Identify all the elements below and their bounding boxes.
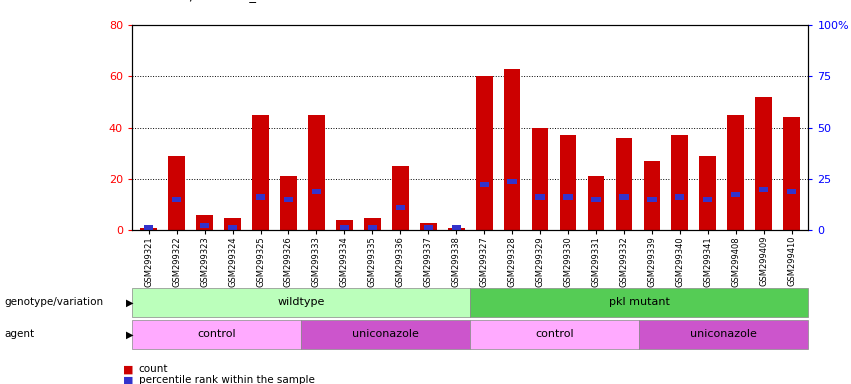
Bar	[424, 225, 433, 230]
Bar	[168, 156, 185, 230]
Bar	[284, 197, 293, 202]
Text: percentile rank within the sample: percentile rank within the sample	[139, 375, 315, 384]
Text: pkl mutant: pkl mutant	[608, 297, 670, 308]
Bar	[783, 118, 800, 230]
Bar	[172, 197, 181, 202]
Bar	[620, 194, 629, 200]
Bar	[615, 138, 632, 230]
Bar	[144, 225, 153, 230]
Bar	[368, 225, 377, 230]
Bar	[671, 136, 688, 230]
Text: wildtype: wildtype	[277, 297, 325, 308]
Text: count: count	[139, 364, 168, 374]
Text: ■: ■	[123, 375, 134, 384]
Bar	[700, 156, 717, 230]
Bar	[560, 136, 576, 230]
Text: ▶: ▶	[126, 329, 134, 339]
Bar	[200, 223, 209, 228]
Bar	[504, 69, 521, 230]
Bar	[396, 205, 405, 210]
Bar	[563, 194, 573, 200]
Bar	[759, 187, 768, 192]
Bar	[591, 197, 601, 202]
Bar	[280, 177, 297, 230]
Bar	[256, 194, 266, 200]
Bar	[480, 182, 488, 187]
Text: control: control	[197, 329, 236, 339]
Text: uniconazole: uniconazole	[690, 329, 757, 339]
Bar	[787, 189, 797, 194]
Bar	[448, 228, 465, 230]
Bar	[756, 97, 772, 230]
Bar	[452, 225, 460, 230]
Bar	[535, 194, 545, 200]
Bar	[648, 197, 656, 202]
Bar	[311, 189, 321, 194]
Text: ▶: ▶	[126, 297, 134, 308]
Bar	[507, 179, 517, 184]
Bar	[228, 225, 237, 230]
Bar	[340, 225, 349, 230]
Bar	[364, 218, 380, 230]
Text: ■: ■	[123, 364, 134, 374]
Bar	[140, 228, 157, 230]
Bar	[675, 194, 684, 200]
Text: control: control	[535, 329, 574, 339]
Bar	[731, 192, 740, 197]
Bar	[476, 76, 493, 230]
Text: GDS3425 / 247729_at: GDS3425 / 247729_at	[123, 0, 270, 2]
Text: uniconazole: uniconazole	[352, 329, 419, 339]
Bar	[197, 215, 213, 230]
Bar	[392, 166, 408, 230]
Bar	[703, 197, 712, 202]
Text: agent: agent	[4, 329, 34, 339]
Bar	[587, 177, 604, 230]
Text: genotype/variation: genotype/variation	[4, 297, 103, 308]
Bar	[643, 161, 660, 230]
Bar	[728, 115, 744, 230]
Bar	[224, 218, 241, 230]
Bar	[252, 115, 269, 230]
Bar	[336, 220, 353, 230]
Bar	[308, 115, 325, 230]
Bar	[420, 223, 437, 230]
Bar	[532, 127, 548, 230]
